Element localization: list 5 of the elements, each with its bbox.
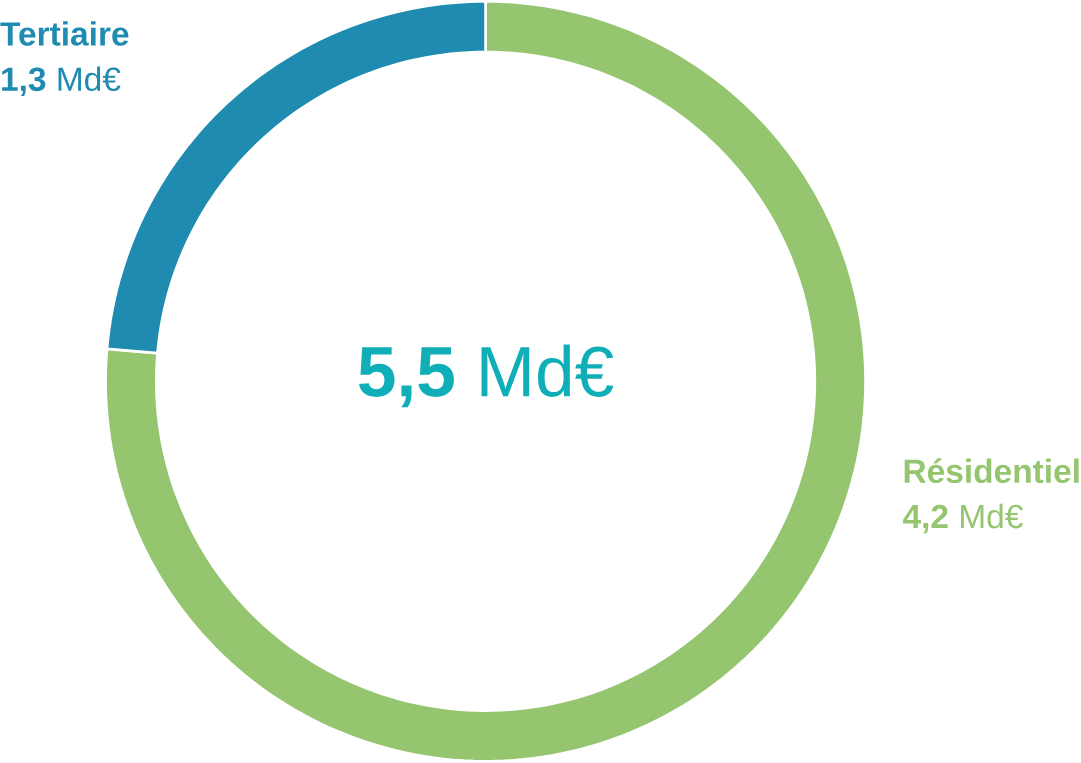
data-label: 1,3 Md€: [2, 66, 121, 97]
slice-label: Résidentiel: [904, 458, 1079, 484]
slice-label: Tertiaire: [0, 21, 129, 46]
data-label: 4,2 Md€: [902, 504, 1023, 534]
text: 5,5 Md€: [359, 344, 614, 408]
